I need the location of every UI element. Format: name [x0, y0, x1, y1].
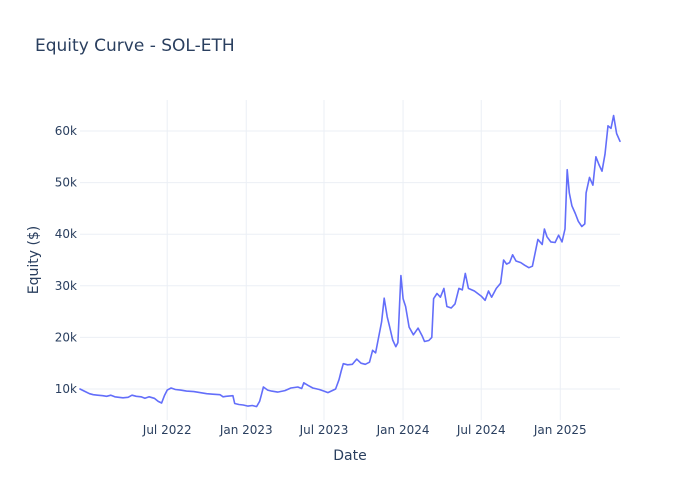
y-tick-label: 50k	[55, 176, 77, 190]
y-gridlines	[80, 130, 620, 390]
x-tick-label: Jan 2024	[376, 423, 430, 437]
y-tick-label: 10k	[55, 382, 77, 396]
y-tick-label: 40k	[55, 227, 77, 241]
x-tick-label: Jan 2025	[533, 423, 587, 437]
x-axis-ticks: Jul 2022 Jan 2023 Jul 2023 Jan 2024 Jul 2024…	[142, 423, 587, 437]
y-tick-label: 30k	[55, 279, 77, 293]
series-line-equity	[79, 114, 621, 408]
y-axis-ticks: 10k 20k 30k 40k 50k 60k	[55, 124, 77, 396]
plot-area	[79, 100, 621, 420]
chart-title: Equity Curve - SOL-ETH	[35, 36, 235, 56]
y-axis-label: Equity ($)	[26, 226, 42, 295]
x-tick-label: Jul 2023	[299, 423, 349, 437]
x-gridlines	[166, 100, 561, 420]
y-tick-label: 60k	[55, 124, 77, 138]
series-layer	[79, 114, 621, 408]
x-tick-label: Jul 2022	[142, 423, 192, 437]
x-axis-label: Date	[333, 448, 366, 464]
x-tick-label: Jul 2024	[456, 423, 506, 437]
y-tick-label: 20k	[55, 330, 77, 344]
x-tick-label: Jan 2023	[219, 423, 273, 437]
